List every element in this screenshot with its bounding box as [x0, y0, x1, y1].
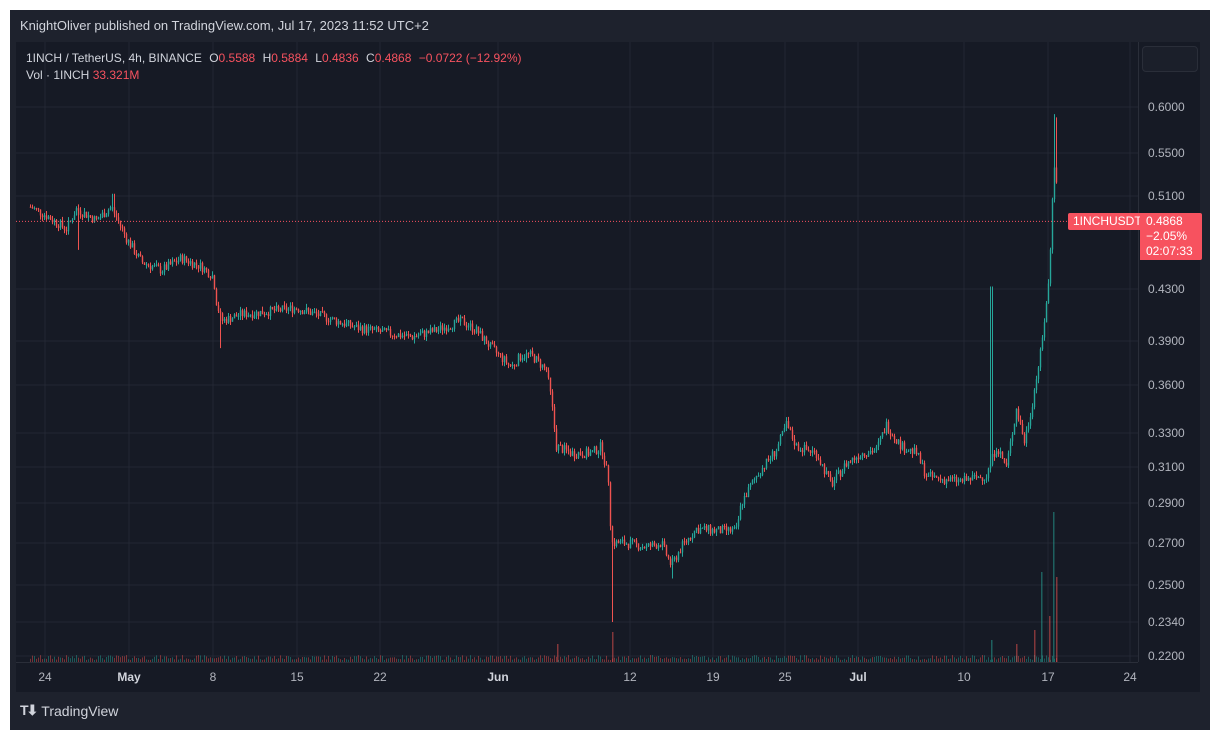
time-tick: 17 — [1041, 670, 1055, 684]
time-tick: 24 — [1123, 670, 1137, 684]
brand-name: TradingView — [41, 702, 119, 719]
price-tick: 0.3900 — [1148, 334, 1185, 348]
price-tick: 0.4300 — [1148, 282, 1185, 296]
price-tick: 0.3600 — [1148, 378, 1185, 392]
tradingview-brand[interactable]: T⬇ TradingView — [20, 702, 118, 719]
open-value: 0.5588 — [218, 51, 256, 65]
time-tick: May — [117, 670, 141, 684]
volume-value: 33.321M — [92, 68, 140, 82]
volume-label[interactable]: Vol · 1INCH — [26, 68, 90, 82]
price-tick: 0.2700 — [1148, 536, 1185, 550]
ohlc-row: 1INCH / TetherUS, 4h, BINANCE O0.5588 H0… — [26, 51, 522, 65]
last-price: 0.4868 — [1146, 214, 1183, 229]
publish-info-bar: KnightOliver published on TradingView.co… — [10, 10, 1210, 42]
time-tick: 19 — [706, 670, 720, 684]
symbol-price-label: 1INCHUSDT — [1068, 213, 1147, 231]
price-axis-settings-box[interactable] — [1142, 46, 1198, 72]
time-tick: 25 — [778, 670, 792, 684]
change-value: −0.0722 (−12.92%) — [418, 51, 522, 65]
close-value: 0.4868 — [374, 51, 412, 65]
price-tick: 0.3100 — [1148, 460, 1185, 474]
time-axis[interactable] — [16, 662, 1138, 693]
last-price-tag: 0.4868 −2.05% 02:07:33 — [1140, 213, 1202, 261]
price-axis[interactable] — [1138, 42, 1201, 662]
time-tick: Jul — [849, 670, 867, 684]
footer: T⬇ TradingView — [10, 692, 1210, 730]
price-tick: 0.5500 — [1148, 146, 1185, 160]
price-tick: 0.2500 — [1148, 578, 1185, 592]
price-tick: 0.2900 — [1148, 496, 1185, 510]
chart-area[interactable]: 1INCH / TetherUS, 4h, BINANCE O0.5588 H0… — [16, 42, 1202, 693]
volume-row: Vol · 1INCH 33.321M — [26, 67, 522, 84]
price-tick: 0.2200 — [1148, 649, 1185, 663]
time-tick: 15 — [290, 670, 304, 684]
time-tick: 10 — [957, 670, 971, 684]
publication-frame: KnightOliver published on TradingView.co… — [10, 10, 1210, 730]
bar-countdown: 02:07:33 — [1146, 244, 1193, 259]
time-tick: 24 — [38, 670, 52, 684]
time-tick: 22 — [373, 670, 387, 684]
publish-info: KnightOliver published on TradingView.co… — [20, 18, 429, 33]
price-tick: 0.2340 — [1148, 615, 1185, 629]
time-tick: 12 — [623, 670, 637, 684]
last-change-pct: −2.05% — [1146, 229, 1188, 244]
time-tick: 8 — [209, 670, 217, 684]
symbol-title[interactable]: 1INCH / TetherUS, 4h, BINANCE — [26, 51, 202, 65]
time-tick: Jun — [487, 670, 509, 684]
tradingview-logo-icon: T⬇ — [20, 702, 38, 718]
chart-legend: 1INCH / TetherUS, 4h, BINANCE O0.5588 H0… — [26, 50, 522, 84]
candlestick-chart[interactable] — [16, 42, 1200, 692]
price-tick: 0.3300 — [1148, 426, 1185, 440]
price-tick: 0.5100 — [1148, 189, 1185, 203]
price-tick: 0.6000 — [1148, 100, 1185, 114]
low-value: 0.4836 — [321, 51, 359, 65]
high-value: 0.5884 — [271, 51, 308, 65]
